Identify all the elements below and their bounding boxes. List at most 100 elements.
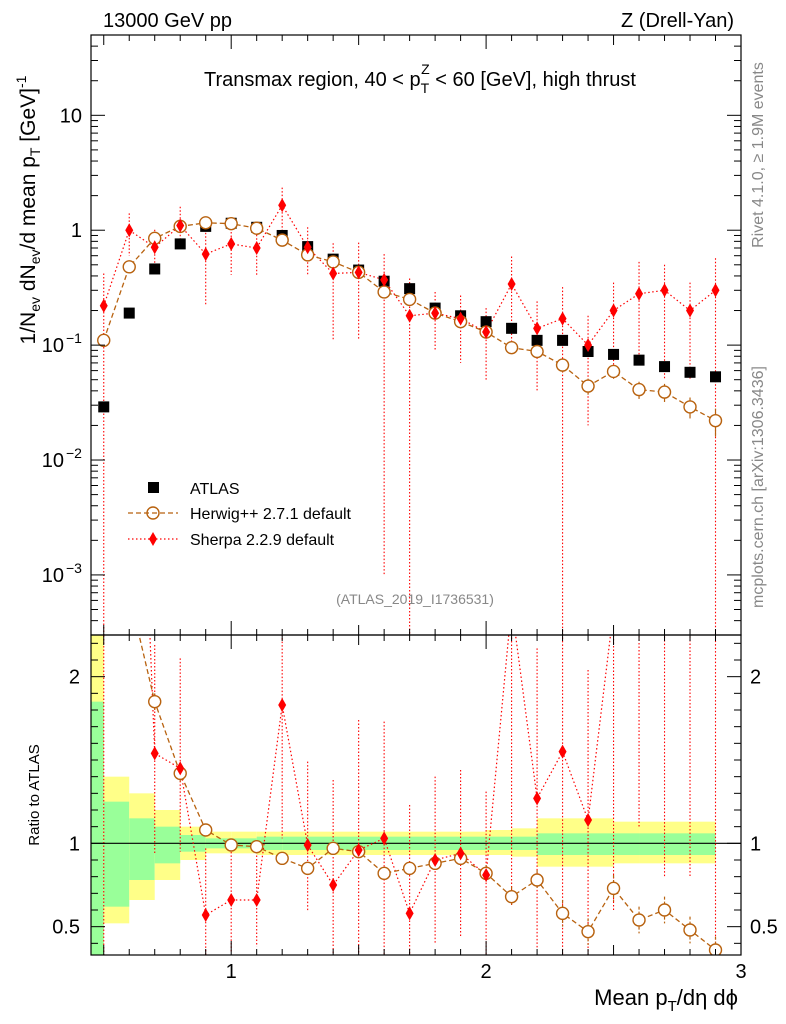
ratio-band-inner [690, 833, 716, 855]
ratio-band-inner [103, 801, 130, 907]
sherpa-ratio-point [252, 893, 261, 907]
herwig-ratio-point [326, 841, 340, 856]
plot-title: Transmax region, 40 < pTZ < 60 [GeV], hi… [204, 61, 636, 96]
sherpa-point [507, 277, 516, 292]
herwig-ratio-point [504, 889, 519, 904]
herwig-point [199, 216, 213, 230]
ratio-tick-label-left: 0.5 [52, 917, 80, 939]
herwig-point [530, 344, 544, 359]
sherpa-ratio-point [201, 908, 210, 922]
legend: ATLAS Herwig++ 2.7.1 default Sherpa 2.2.… [128, 481, 352, 549]
sherpa-ratio-point [686, 436, 694, 450]
sherpa-point [201, 247, 210, 262]
sherpa-ratio-point [329, 878, 338, 892]
sherpa-ratio-point [508, 598, 516, 612]
sherpa-ratio-point [712, 70, 720, 84]
ratio-tick-label-right: 2 [750, 667, 761, 689]
x-tick-label: 3 [735, 961, 746, 983]
ratio-tick-label-left: 1 [69, 833, 80, 855]
lower-y-axis-title: Ratio to ATLAS [26, 744, 43, 845]
y-tick-label-upper: 10 [42, 335, 64, 357]
sherpa-point [380, 272, 389, 287]
sherpa-point [125, 223, 134, 238]
herwig-ratio-point [123, 587, 135, 599]
sherpa-point [456, 311, 465, 326]
herwig-ratio-point [530, 873, 544, 887]
sherpa-point [176, 218, 185, 233]
herwig-point [683, 400, 697, 414]
atlas-point [123, 307, 135, 319]
herwig-point [632, 382, 646, 397]
herwig-ratio-point [275, 851, 289, 866]
sherpa-point [660, 283, 669, 298]
ratio-band-inner [154, 826, 181, 864]
ratio-band-inner [537, 833, 563, 855]
legend-herwig-label: Herwig++ 2.7.1 default [190, 506, 352, 523]
ratio-band-inner [91, 701, 104, 955]
ratio-band-inner [639, 833, 665, 855]
mcplots-label: mcplots.cern.ch [arXiv:1306.3436] [750, 366, 767, 608]
sherpa-ratio-point [456, 846, 465, 861]
sherpa-ratio-point [354, 843, 363, 857]
sherpa-point [686, 303, 695, 318]
sherpa-ratio-point [584, 813, 593, 827]
sherpa-point [609, 303, 618, 318]
sherpa-point [329, 266, 338, 281]
atlas-point [149, 263, 161, 275]
herwig-point [581, 379, 595, 393]
herwig-point [97, 333, 111, 348]
atlas-point [480, 316, 492, 328]
sherpa-ratio-point [610, 603, 618, 617]
header-left: 13000 GeV pp [103, 10, 232, 32]
herwig-point [708, 413, 723, 428]
ratio-tick-label-right: 0.5 [750, 917, 778, 939]
atlas-point [710, 371, 722, 383]
sherpa-ratio-point [176, 761, 185, 776]
y-tick-label-upper-exponent: −3 [66, 560, 82, 576]
watermark: (ATLAS_2019_I1736531) [336, 591, 494, 607]
herwig-point [249, 221, 264, 235]
sherpa-ratio-point [558, 744, 567, 759]
sherpa-ratio-point [533, 791, 542, 806]
y-tick-label-upper: 1 [71, 220, 82, 242]
x-axis-title: Mean pT/dη dϕ [594, 985, 738, 1015]
sherpa-point [150, 240, 159, 255]
ratio-band-inner [664, 833, 691, 855]
herwig-ratio-point [632, 913, 646, 927]
herwig-point [555, 358, 570, 372]
legend-herwig-marker [146, 506, 160, 520]
y-tick-label-upper-exponent: −2 [66, 445, 82, 461]
legend-sherpa-marker [149, 532, 157, 546]
lower-frame [90, 634, 742, 956]
x-tick-label: 1 [226, 961, 237, 983]
sherpa-point [227, 236, 236, 251]
herwig-ratio-point [377, 866, 391, 881]
herwig-ratio-point [148, 694, 162, 709]
ratio-tick-label-right: 1 [750, 833, 761, 855]
atlas-point [506, 322, 518, 334]
atlas-point [404, 283, 416, 295]
herwig-point [122, 260, 136, 274]
herwig-point [224, 216, 238, 231]
herwig-point [657, 385, 672, 399]
y-tick-label-upper-exponent: −1 [66, 330, 82, 346]
herwig-point [402, 292, 417, 307]
sherpa-ratio-point [278, 698, 287, 712]
sherpa-point [558, 311, 567, 326]
herwig-ratio-point [581, 924, 595, 939]
y-tick-label-upper: 10 [60, 105, 82, 127]
atlas-point [531, 334, 543, 346]
herwig-point [504, 340, 519, 355]
atlas-point [557, 334, 569, 346]
sherpa-point [533, 321, 542, 336]
sherpa-point [278, 198, 287, 213]
ratio-band-inner [129, 818, 155, 880]
sherpa-point [635, 286, 644, 301]
rivet-label: Rivet 4.1.0, ≥ 1.9M events [750, 62, 767, 248]
sherpa-point [482, 325, 491, 340]
herwig-ratio-point [606, 881, 621, 896]
sherpa-ratio-point [227, 893, 236, 907]
atlas-point [633, 354, 645, 366]
ratio-band-inner [613, 833, 640, 855]
